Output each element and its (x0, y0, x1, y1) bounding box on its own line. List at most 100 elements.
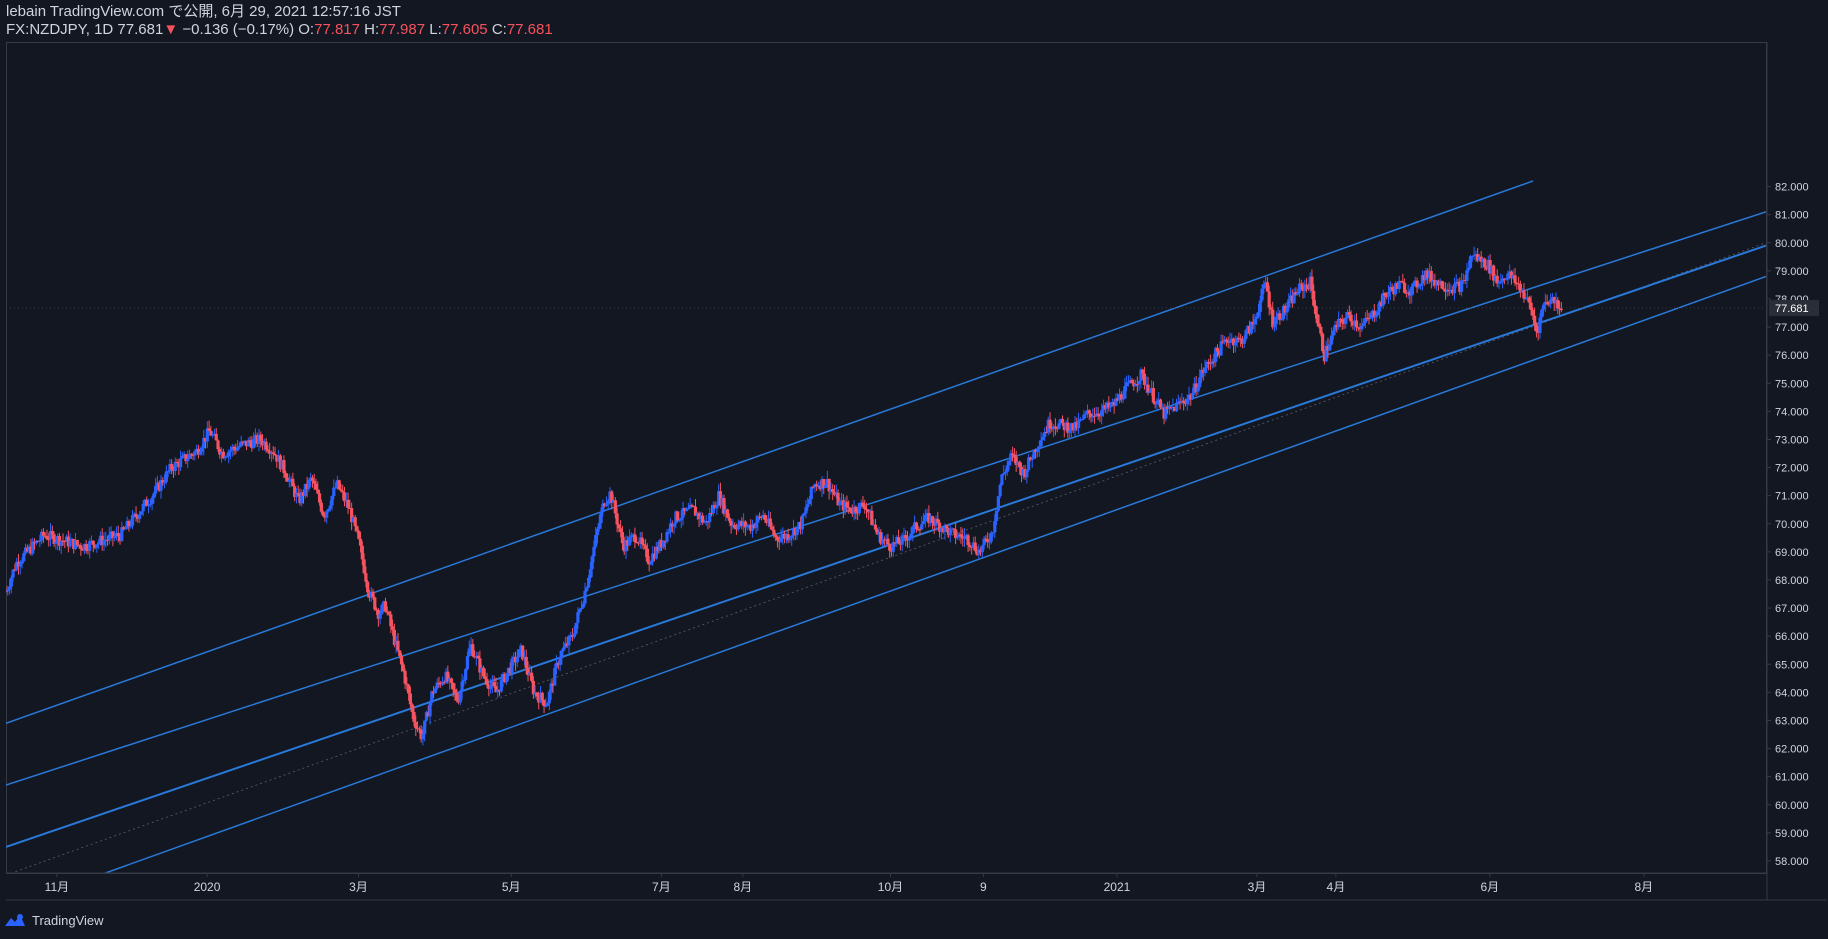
candle-body (921, 521, 926, 525)
candle-body (594, 535, 598, 547)
candle-body (1385, 295, 1389, 297)
candle-body (1517, 283, 1521, 285)
candle-body (608, 491, 612, 501)
candle-body (715, 505, 719, 509)
candle-body (861, 502, 865, 507)
x-tick-label: 4月 (1327, 880, 1346, 894)
candle-body (275, 455, 279, 462)
candle-body (1011, 453, 1015, 455)
candle-body (1358, 327, 1362, 330)
candle-body (517, 649, 521, 658)
candle-body (148, 504, 152, 506)
candle-body (864, 508, 869, 510)
candle-body (1034, 449, 1038, 452)
y-tick-label: 58.000 (1775, 856, 1809, 868)
candle-body (579, 607, 584, 609)
candle-body (136, 516, 140, 519)
candle-body (111, 531, 115, 538)
candle-body (410, 704, 414, 712)
candle-body (219, 451, 224, 455)
candle-body (228, 450, 233, 452)
open-label: O: (298, 21, 315, 38)
candle-body (260, 440, 265, 446)
candle-body (1019, 466, 1024, 476)
candle-body (1189, 394, 1193, 400)
candle-body (1306, 285, 1310, 290)
candle-body (1499, 281, 1503, 283)
candle-body (1265, 282, 1269, 292)
candle-body (9, 577, 13, 587)
candle-body (1116, 398, 1120, 401)
candle-body (367, 592, 372, 598)
candle-body (1333, 324, 1337, 331)
candle-body (1493, 275, 1498, 281)
candle-body (86, 550, 90, 552)
candle-body (38, 540, 42, 542)
candle-body (870, 510, 874, 526)
candle-body (328, 505, 332, 509)
candle-body (266, 449, 270, 452)
candle-body (1379, 301, 1384, 306)
candle-body (34, 540, 38, 544)
candle-body (446, 671, 450, 682)
candle-body (758, 516, 762, 518)
candle-body (1322, 351, 1327, 362)
candle-body (934, 518, 938, 526)
candle-body (1158, 399, 1163, 408)
candle-body (120, 527, 124, 541)
candle-body (676, 511, 680, 521)
candle-body (1075, 422, 1079, 429)
candle-body (1381, 292, 1385, 306)
candle-body (1078, 419, 1082, 421)
candle-body (1092, 415, 1097, 417)
candle-body (1351, 321, 1355, 326)
candle-body (558, 658, 562, 666)
candle-body (1123, 386, 1127, 399)
candle-body (519, 645, 523, 650)
candle-body (677, 520, 682, 522)
y-tick-label: 76.000 (1775, 350, 1809, 362)
candle-body (560, 650, 564, 659)
candle-body (503, 673, 507, 683)
candle-body (1495, 275, 1499, 284)
candle-body (1534, 324, 1539, 332)
candle-body (1285, 307, 1289, 313)
candle-body (472, 656, 477, 658)
candle-body (918, 529, 922, 531)
candle-body (553, 667, 557, 686)
candle-body (1467, 267, 1471, 271)
candle-body (681, 508, 685, 518)
candle-body (13, 569, 17, 571)
candle-body (889, 550, 894, 552)
candle-body (487, 685, 491, 689)
candle-body (424, 712, 429, 721)
candle-body (1139, 369, 1143, 382)
candle-body (1313, 305, 1318, 315)
y-tick-label: 60.000 (1775, 800, 1809, 812)
y-tick-label: 74.000 (1775, 406, 1809, 418)
y-tick-label: 64.000 (1775, 687, 1809, 699)
candle-body (528, 672, 532, 676)
candle-body (255, 435, 259, 444)
candle-body (766, 518, 771, 523)
candle-body (631, 534, 635, 536)
candle-body (1433, 279, 1437, 286)
candle-body (852, 506, 856, 514)
candle-body (1500, 278, 1505, 282)
candle-body (565, 643, 569, 646)
candle-body (736, 524, 740, 530)
candle-body (100, 535, 104, 546)
candle-body (1244, 330, 1248, 339)
candle-body (198, 451, 202, 455)
candle-body (505, 673, 509, 683)
candle-body (1002, 473, 1006, 475)
candle-body (567, 636, 571, 646)
candle-body (407, 684, 411, 694)
candle-body (1461, 279, 1465, 281)
candle-body (679, 517, 683, 521)
candle-body (1130, 380, 1134, 384)
candle-body (398, 650, 402, 656)
candle-body (1135, 384, 1139, 386)
candle-body (684, 508, 689, 511)
